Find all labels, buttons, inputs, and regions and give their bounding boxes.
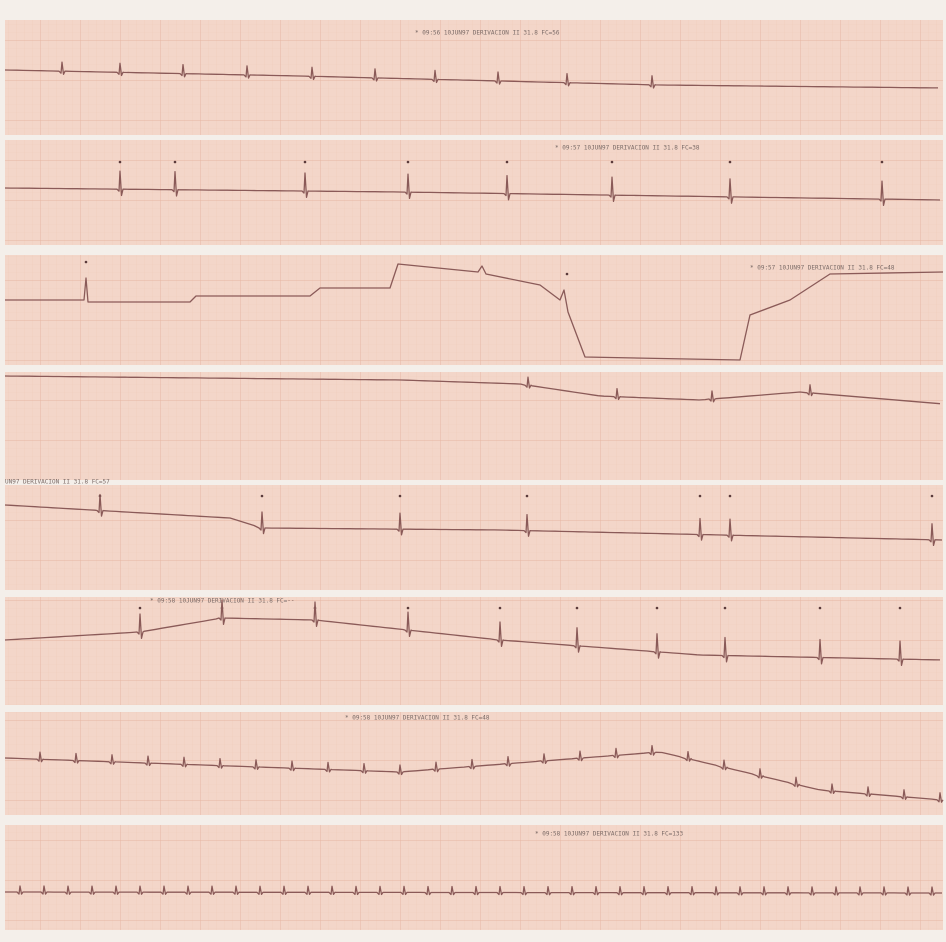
strip-header: UN97 DERIVACION II 31.8 FC=57 bbox=[5, 479, 110, 486]
strips bbox=[5, 20, 943, 930]
strip-header: * 09:58 10JUN97 DERIVACION II 31.8 FC=13… bbox=[535, 831, 683, 838]
beat-marker bbox=[261, 495, 264, 498]
beat-marker bbox=[399, 495, 402, 498]
strip-header: * 09:57 10JUN97 DERIVACION II 31.8 FC=38 bbox=[555, 145, 700, 152]
paper-grid bbox=[5, 597, 943, 705]
beat-marker bbox=[729, 161, 732, 164]
beat-marker bbox=[304, 161, 307, 164]
beat-marker bbox=[407, 161, 410, 164]
beat-marker bbox=[576, 607, 579, 610]
beat-marker bbox=[174, 161, 177, 164]
beat-marker bbox=[881, 161, 884, 164]
beat-marker bbox=[85, 261, 88, 264]
beat-marker bbox=[899, 607, 902, 610]
beat-marker bbox=[139, 607, 142, 610]
beat-marker bbox=[526, 495, 529, 498]
beat-marker bbox=[407, 607, 410, 610]
paper-grid bbox=[5, 825, 943, 930]
strip-header: * 09:56 10JUN97 DERIVACION II 31.8 FC=56 bbox=[415, 30, 560, 37]
paper-grid bbox=[5, 20, 943, 135]
beat-marker bbox=[499, 607, 502, 610]
ecg-photo: * 09:56 10JUN97 DERIVACION II 31.8 FC=56… bbox=[0, 0, 946, 942]
beat-marker bbox=[729, 495, 732, 498]
beat-marker bbox=[819, 607, 822, 610]
beat-marker bbox=[119, 161, 122, 164]
beat-marker bbox=[656, 607, 659, 610]
paper-grid bbox=[5, 485, 943, 590]
strip-header: * 09:58 10JUN97 DERIVACION II 31.8 FC=48 bbox=[345, 715, 490, 722]
strip-header: * 09:57 10JUN97 DERIVACION II 31.8 FC=48 bbox=[750, 265, 895, 272]
beat-marker bbox=[931, 495, 934, 498]
beat-marker bbox=[506, 161, 509, 164]
strip-header: * 09:58 10JUN97 DERIVACION II 31.8 FC=-- bbox=[150, 598, 295, 605]
beat-marker bbox=[699, 495, 702, 498]
beat-marker bbox=[566, 273, 569, 276]
beat-marker bbox=[724, 607, 727, 610]
paper-grid bbox=[5, 372, 943, 480]
beat-marker bbox=[611, 161, 614, 164]
